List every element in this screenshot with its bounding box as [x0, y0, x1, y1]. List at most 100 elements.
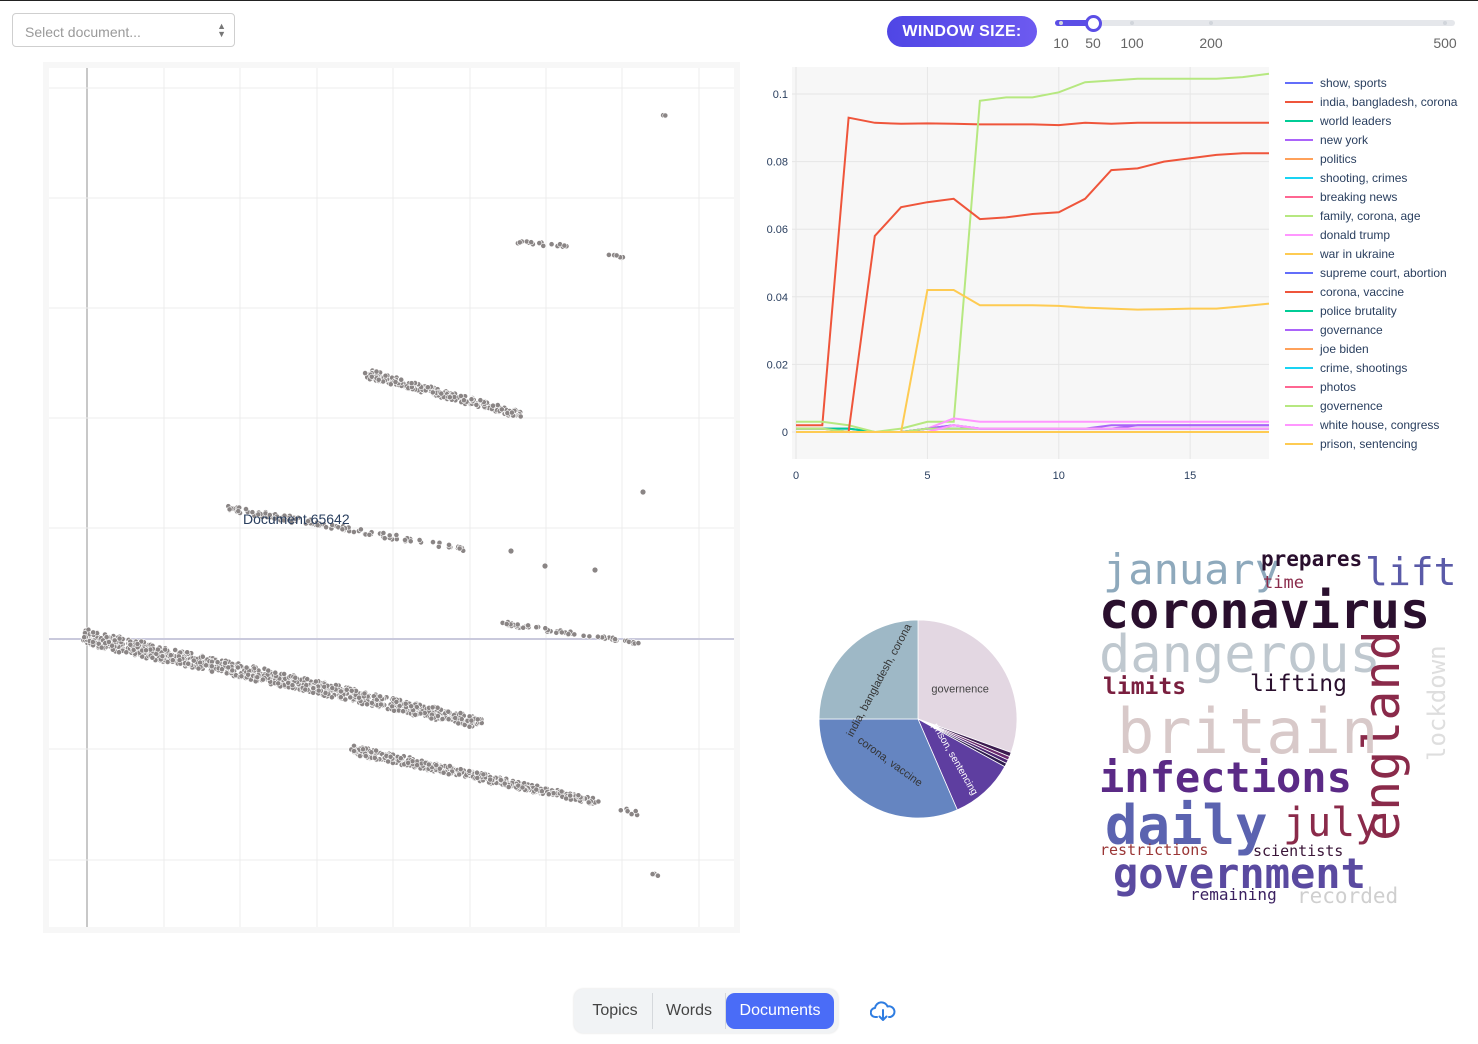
document-point — [225, 664, 232, 671]
document-point — [595, 633, 601, 640]
document-point — [519, 784, 526, 791]
legend-item-label[interactable]: family, corona, age — [1320, 209, 1421, 223]
document-point — [208, 663, 215, 670]
line-chart-y-tick-label: 0.04 — [767, 292, 788, 304]
cloud-download-icon[interactable] — [870, 999, 896, 1023]
document-point — [456, 771, 463, 778]
document-select[interactable]: Select document... ▲ ▼ — [12, 13, 235, 47]
documents-scatter-plot[interactable]: Document 65642 — [43, 62, 740, 933]
legend-item-label[interactable]: breaking news — [1320, 190, 1397, 204]
document-point — [487, 776, 494, 783]
document-point — [466, 768, 473, 774]
document-point — [123, 649, 130, 656]
document-point — [617, 807, 624, 814]
legend-item-label[interactable]: white house, congress — [1319, 418, 1439, 432]
document-point — [655, 872, 661, 879]
legend-item-label[interactable]: politics — [1320, 152, 1357, 166]
document-point — [323, 524, 329, 531]
document-point — [433, 762, 440, 769]
document-point — [361, 690, 368, 697]
document-point — [203, 662, 209, 669]
legend-item-label[interactable]: crime, shootings — [1320, 361, 1407, 375]
tab-topics[interactable]: Topics — [592, 1002, 638, 1019]
legend-item-label[interactable]: prison, sentencing — [1320, 437, 1417, 451]
document-point — [490, 402, 496, 409]
legend-item-label[interactable]: donald trump — [1320, 228, 1390, 242]
legend-item-label[interactable]: shooting, crimes — [1320, 171, 1407, 185]
window-size-slider-track[interactable] — [1055, 20, 1455, 26]
document-point — [567, 792, 574, 799]
document-point — [329, 685, 336, 691]
legend-item-label[interactable]: india, bangladesh, corona — [1320, 95, 1458, 109]
line-chart-y-tick-label: 0.06 — [767, 224, 788, 236]
document-point — [446, 763, 453, 769]
document-point — [542, 563, 548, 569]
document-point — [397, 755, 404, 762]
document-point — [429, 389, 436, 396]
document-point — [103, 634, 110, 641]
document-point — [305, 518, 311, 524]
legend-item-label[interactable]: new york — [1320, 133, 1369, 147]
legend-item-label[interactable]: joe biden — [1319, 342, 1369, 356]
slider-tick-label: 100 — [1120, 35, 1144, 51]
document-point — [249, 509, 256, 516]
document-point — [528, 239, 535, 246]
document-point — [272, 669, 279, 676]
legend-item-label[interactable]: world leaders — [1319, 114, 1391, 128]
document-point — [640, 489, 646, 495]
document-point — [364, 701, 370, 708]
chevron-updown-icon: ▲ ▼ — [217, 21, 226, 39]
document-point — [520, 624, 527, 631]
tab-documents[interactable]: Documents — [726, 993, 834, 1029]
line-chart-x-tick-label: 5 — [924, 470, 930, 482]
legend-item-label[interactable]: corona, vaccine — [1320, 285, 1404, 299]
document-point — [366, 531, 373, 538]
legend-item-label[interactable]: governence — [1320, 399, 1383, 413]
document-point — [540, 242, 547, 249]
line-chart-y-tick-label: 0 — [782, 427, 788, 439]
document-point — [474, 716, 481, 723]
line-chart-x-tick-label: 0 — [793, 470, 799, 482]
legend-item-label[interactable]: police brutality — [1320, 304, 1397, 318]
document-point — [545, 791, 552, 798]
document-point — [613, 252, 620, 259]
document-point — [199, 653, 206, 660]
document-point — [439, 716, 446, 722]
document-point — [339, 526, 346, 533]
tab-divider — [725, 993, 726, 1029]
document-point — [360, 746, 366, 753]
legend-item-label[interactable]: photos — [1320, 380, 1356, 394]
line-chart-y-tick-label: 0.02 — [767, 359, 788, 371]
document-point — [377, 693, 383, 700]
document-point — [98, 644, 105, 651]
legend-item-label[interactable]: war in ukraine — [1319, 247, 1395, 261]
document-point — [445, 716, 452, 723]
legend-item-label[interactable]: supreme court, abortion — [1320, 266, 1447, 280]
window-size-slider-fill — [1055, 20, 1093, 26]
word-cloud-word: daily — [1105, 794, 1268, 857]
slider-tick-label: 50 — [1085, 35, 1101, 51]
word-cloud-word: recorded — [1297, 884, 1399, 908]
window-size-slider-handle[interactable] — [1085, 15, 1102, 32]
document-point — [466, 723, 473, 730]
pie-slice[interactable] — [917, 619, 1018, 754]
legend-item-label[interactable]: show, sports — [1320, 76, 1387, 90]
pie-slice[interactable] — [818, 619, 919, 720]
document-point — [408, 703, 415, 710]
document-point — [169, 657, 176, 664]
document-point — [134, 641, 141, 647]
document-point — [329, 522, 336, 528]
document-point — [446, 394, 453, 401]
tab-words[interactable]: Words — [666, 1002, 712, 1019]
document-point — [501, 780, 508, 787]
document-point — [109, 642, 115, 649]
slider-tick-mark — [1130, 21, 1134, 25]
document-point — [558, 629, 565, 636]
topic-trend-line-chart[interactable]: 0 0.02 0.04 0.06 0.08 0.1 0 5 10 15 show, sports in… — [757, 62, 1472, 492]
pie-slice[interactable] — [818, 718, 958, 819]
scatter-points — [80, 112, 669, 879]
legend-item-label[interactable]: governance — [1320, 323, 1383, 337]
document-point — [558, 788, 565, 795]
document-point — [172, 647, 179, 653]
